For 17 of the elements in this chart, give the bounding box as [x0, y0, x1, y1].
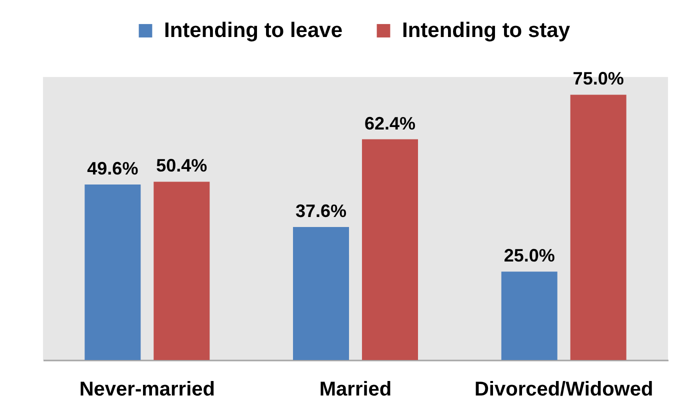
data-label: 75.0% [572, 68, 624, 89]
data-label: 49.6% [87, 158, 138, 179]
x-tick-label: Married [319, 378, 392, 400]
legend-label: Intending to stay [402, 18, 570, 42]
x-tick-label: Never-married [79, 378, 215, 400]
bar [293, 226, 350, 360]
bar [84, 184, 141, 360]
data-label: 62.4% [364, 113, 416, 134]
bar [362, 139, 418, 360]
x-tick-label: Divorced/Widowed [474, 378, 654, 400]
data-label: 37.6% [295, 200, 347, 221]
bar [501, 272, 558, 360]
data-label: 50.4% [156, 156, 208, 176]
data-label: 25.0% [504, 246, 555, 266]
legend-label: Intending to leave [164, 18, 343, 42]
bar [570, 94, 626, 360]
bar [154, 182, 210, 360]
